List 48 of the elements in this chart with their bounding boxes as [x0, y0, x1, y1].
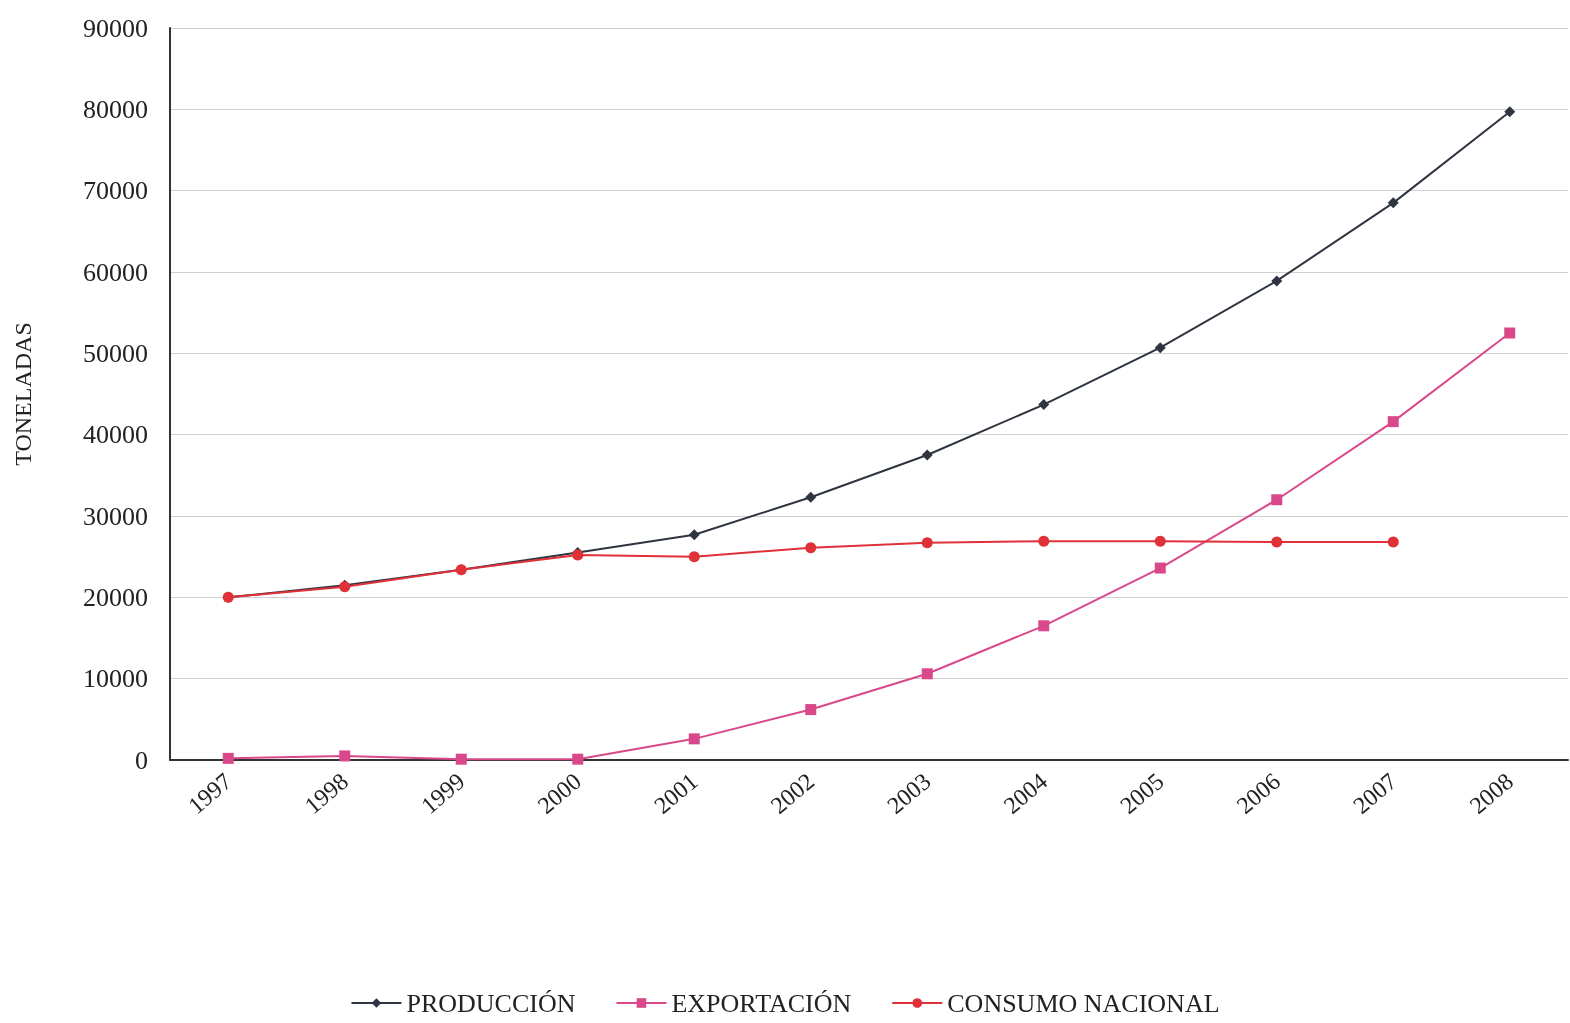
point: [1154, 562, 1166, 574]
y-tick-label: 20000: [83, 582, 148, 612]
x-tick-label: 2002: [765, 768, 820, 819]
point: [1038, 535, 1050, 547]
y-tick-label: 70000: [83, 176, 148, 206]
point: [1271, 494, 1283, 506]
y-tick-label: 40000: [83, 420, 148, 450]
point: [1387, 536, 1399, 548]
x-tick-label: 2008: [1464, 768, 1519, 819]
point: [1387, 197, 1399, 209]
y-tick-label: 10000: [83, 664, 148, 694]
point: [1154, 342, 1166, 354]
point: [1038, 399, 1050, 411]
point: [1504, 106, 1516, 118]
x-tick-label: 2001: [649, 768, 703, 819]
point: [222, 752, 234, 764]
point: [805, 491, 817, 503]
point: [1038, 620, 1050, 632]
point: [1504, 327, 1516, 339]
y-axis-title: TONELADAS: [10, 322, 36, 466]
point: [805, 542, 817, 554]
legend-label: PRODUCCIÓN: [406, 988, 576, 1018]
point: [688, 551, 700, 563]
y-tick-label: 90000: [83, 13, 148, 43]
point: [688, 529, 700, 541]
y-tick-label: 80000: [83, 94, 148, 124]
point: [1154, 535, 1166, 547]
x-tick-label: 2000: [532, 768, 587, 819]
point: [921, 449, 933, 461]
y-tick-label: 30000: [83, 501, 148, 531]
point: [1387, 416, 1399, 428]
legend-label: EXPORTACIÓN: [671, 988, 852, 1018]
x-tick-label: 2003: [882, 768, 936, 819]
point: [572, 753, 584, 765]
point: [1271, 275, 1283, 287]
point: [921, 537, 933, 549]
point: [455, 753, 467, 765]
x-tick-label: 1999: [416, 768, 470, 819]
point: [805, 704, 817, 716]
point: [339, 750, 351, 762]
point: [921, 668, 933, 680]
y-tick-label: 0: [135, 745, 148, 775]
x-tick-label: 1998: [299, 768, 354, 819]
point: [688, 733, 700, 745]
y-tick-label: 60000: [83, 257, 148, 287]
legend-label: CONSUMO NACIONAL: [947, 988, 1220, 1018]
y-tick-label: 50000: [83, 338, 148, 368]
point: [1271, 536, 1283, 548]
